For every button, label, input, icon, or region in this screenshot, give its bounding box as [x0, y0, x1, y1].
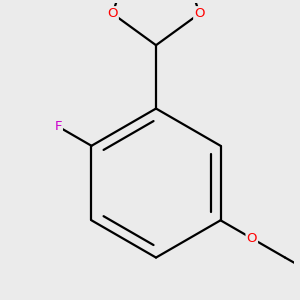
Text: O: O	[247, 232, 257, 245]
Text: F: F	[54, 120, 62, 133]
Text: O: O	[194, 7, 205, 20]
Text: O: O	[107, 7, 118, 20]
